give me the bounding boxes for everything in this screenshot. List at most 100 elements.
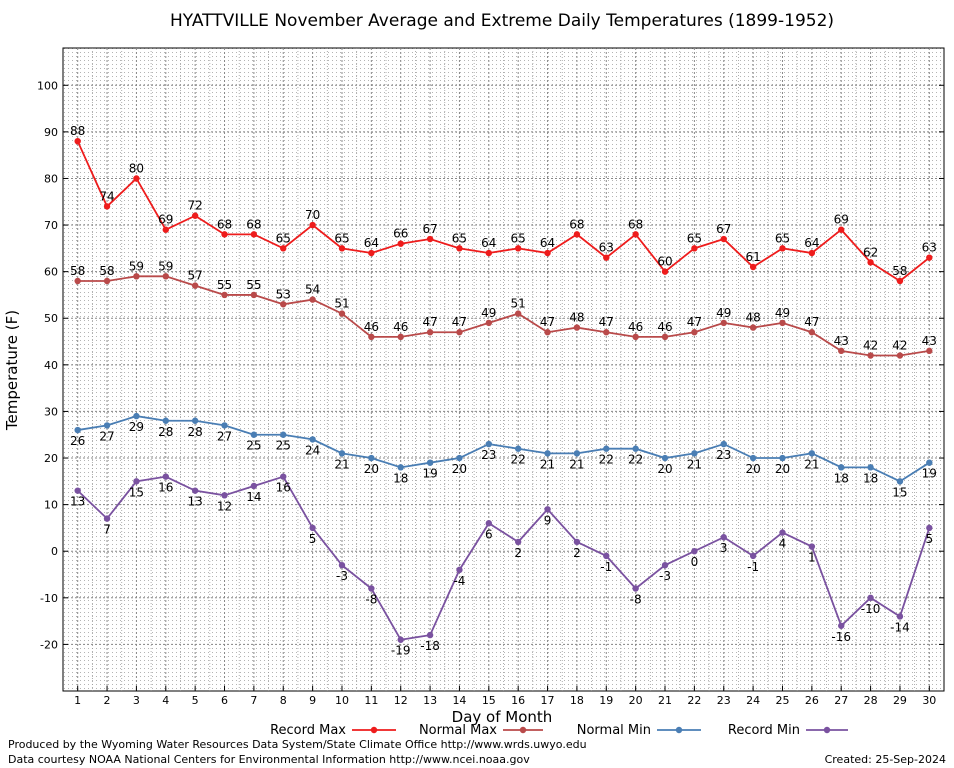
legend-swatch-marker (675, 726, 683, 734)
data-point (426, 459, 434, 466)
data-point (338, 245, 346, 252)
data-label: 22 (511, 453, 526, 467)
data-point (74, 137, 81, 145)
data-label: 51 (334, 297, 349, 311)
data-label: 19 (922, 467, 937, 481)
data-point (779, 319, 786, 327)
data-point (749, 552, 757, 560)
data-point (603, 254, 610, 261)
data-label: 68 (569, 217, 584, 231)
data-point (221, 231, 228, 238)
x-tick-label: 25 (775, 694, 789, 707)
data-label: 65 (511, 231, 526, 245)
data-point (720, 534, 727, 541)
data-label: 16 (158, 481, 173, 495)
data-label: 15 (129, 485, 144, 499)
series-line (76, 140, 930, 283)
data-label: 66 (393, 227, 408, 241)
legend-label: Record Min (728, 723, 800, 738)
data-point (368, 585, 375, 592)
data-label: 63 (922, 241, 937, 255)
data-point (191, 487, 199, 494)
data-point (926, 459, 933, 466)
data-label: 53 (276, 287, 291, 301)
data-point (808, 543, 816, 550)
data-point (632, 585, 639, 592)
data-point (926, 347, 933, 355)
data-label: 7 (103, 523, 111, 537)
data-point (896, 277, 904, 285)
data-label: -1 (747, 560, 759, 574)
data-label: 65 (775, 231, 790, 245)
data-point (720, 440, 727, 448)
data-point (661, 454, 669, 462)
y-tick-label: 30 (44, 405, 58, 418)
data-label: -1 (600, 560, 612, 574)
data-label: 67 (716, 222, 731, 236)
data-label: 49 (716, 306, 731, 320)
data-point (779, 454, 786, 462)
data-point (309, 296, 316, 303)
data-point (485, 249, 493, 257)
data-label: 42 (892, 339, 907, 353)
footer-produced-by: Produced by the Wyoming Water Resources … (8, 738, 587, 751)
data-label: 47 (452, 315, 467, 329)
data-point (103, 422, 111, 429)
data-label: 28 (158, 425, 173, 439)
data-point (103, 515, 111, 522)
y-tick-label: 0 (51, 545, 58, 558)
data-point (280, 473, 287, 480)
data-label: -3 (659, 569, 671, 583)
data-label: 65 (276, 231, 291, 245)
data-label: -3 (336, 569, 348, 583)
data-point (397, 333, 404, 341)
data-label: 69 (158, 213, 173, 227)
data-point (485, 319, 493, 327)
data-label: -4 (453, 574, 465, 588)
data-label: 13 (188, 495, 203, 509)
data-label: 20 (657, 462, 672, 476)
data-point (514, 245, 522, 252)
data-label: 57 (188, 269, 203, 283)
x-tick-label: 8 (280, 694, 287, 707)
data-point (426, 235, 434, 243)
data-label: 64 (804, 236, 819, 250)
data-point (74, 426, 81, 434)
data-label: 18 (834, 471, 849, 485)
data-point (573, 324, 581, 331)
data-label: 21 (687, 457, 702, 471)
data-point (749, 454, 757, 462)
data-label: 20 (775, 462, 790, 476)
x-axis-label: Day of Month (452, 708, 553, 726)
data-label: 21 (804, 457, 819, 471)
data-point (485, 440, 493, 448)
data-point (338, 450, 346, 457)
data-label: 74 (99, 189, 114, 203)
data-label: 51 (511, 297, 526, 311)
data-point (632, 445, 639, 452)
x-tick-label: 11 (364, 694, 378, 707)
data-point (779, 529, 786, 536)
data-label: -8 (630, 592, 642, 606)
data-point (867, 464, 874, 471)
data-point (661, 333, 669, 341)
x-tick-label: 26 (805, 694, 819, 707)
data-point (74, 277, 81, 285)
legend-item: Record Max (270, 723, 396, 738)
data-label: 22 (599, 453, 614, 467)
y-tick-label: 90 (44, 126, 58, 139)
data-label: 54 (305, 283, 320, 297)
data-point (397, 636, 404, 643)
data-point (103, 277, 111, 285)
data-label: 5 (925, 532, 933, 546)
data-label: -8 (365, 592, 377, 606)
data-label: 19 (422, 467, 437, 481)
data-label: 65 (334, 231, 349, 245)
data-point (485, 520, 493, 527)
data-point (573, 538, 581, 546)
data-label: 25 (276, 439, 291, 453)
legend-swatch-marker (823, 726, 831, 734)
y-tick-label: 70 (44, 219, 58, 232)
data-point (867, 594, 874, 602)
